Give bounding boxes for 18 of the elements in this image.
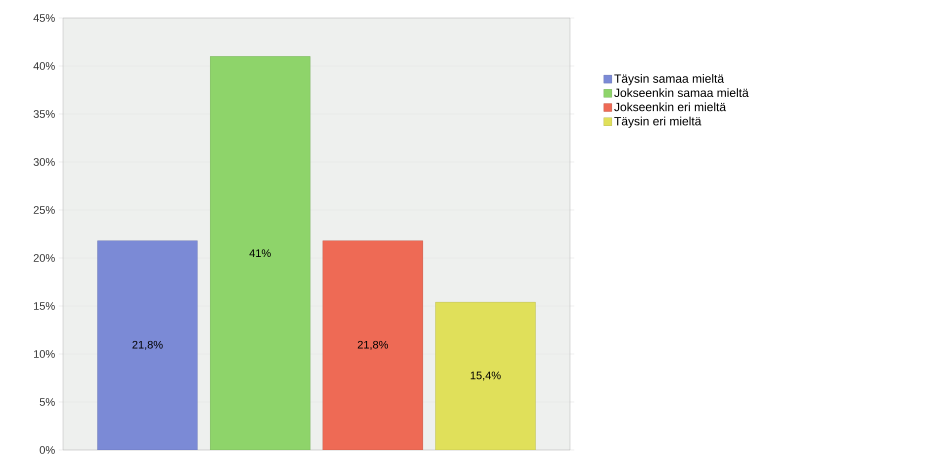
y-tick-label: 15% [34, 302, 55, 310]
y-tick-label: 25% [34, 206, 55, 214]
y-tick-label: 40% [33, 62, 55, 70]
y-tick-label: 30% [34, 158, 55, 166]
y-tick-label: 10% [34, 350, 55, 358]
data-label: 21,8% [358, 340, 388, 350]
legend-label: Täysin samaa mieltä [614, 74, 724, 86]
legend-label: Täysin eri mieltä [614, 116, 702, 128]
legend-label: Jokseenkin eri mieltä [614, 102, 726, 112]
data-label: 21,8% [132, 340, 163, 350]
y-tick-label: 35% [34, 110, 55, 118]
y-tick-label: 20% [34, 254, 55, 262]
y-tick-label: 5% [40, 398, 55, 406]
y-tick-label: 45% [33, 14, 55, 22]
y-tick-label: 0% [40, 446, 55, 454]
data-label: 41% [249, 249, 271, 258]
legend-label: Jokseenkin samaa mieltä [614, 88, 749, 98]
data-label: 15,4% [470, 372, 501, 381]
